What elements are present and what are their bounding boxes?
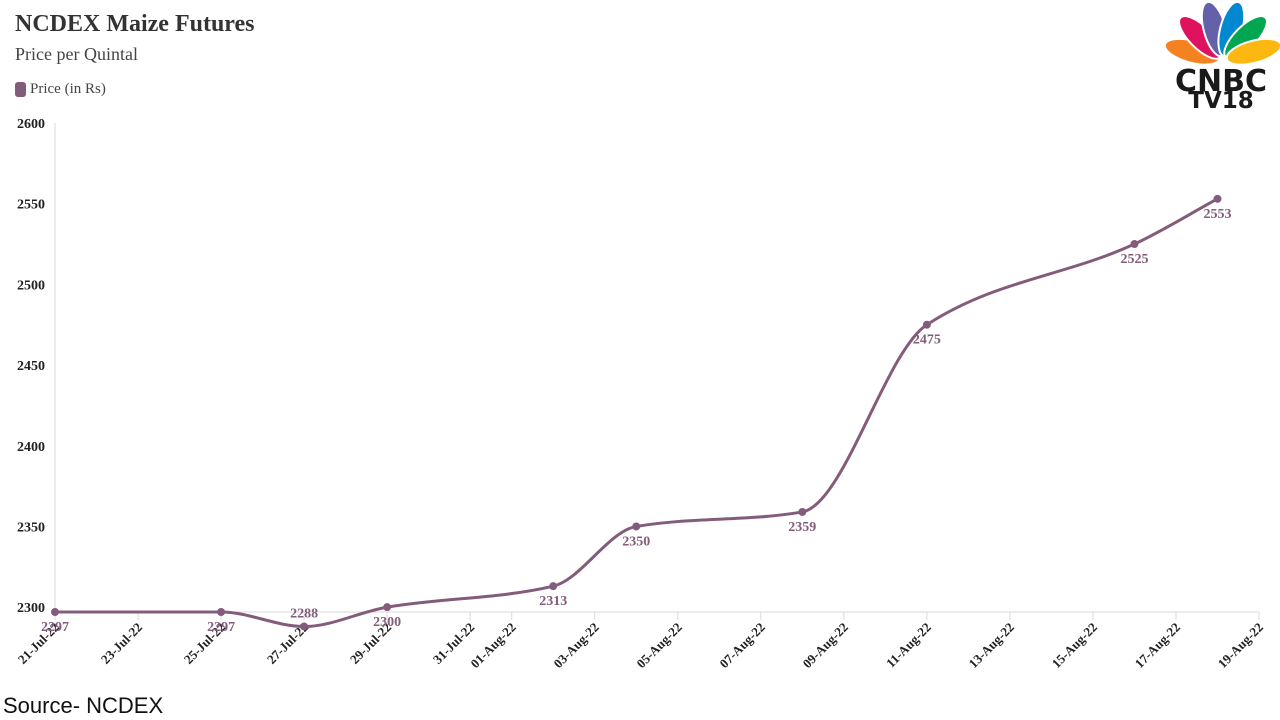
x-tick-label: 13-Aug-22 [966, 620, 1017, 671]
y-tick-label: 2400 [17, 440, 45, 455]
y-tick-label: 2600 [17, 117, 45, 132]
data-label: 2525 [1120, 252, 1148, 267]
data-point [632, 522, 641, 531]
logo-text-tv18: TV18 [1188, 88, 1254, 114]
data-label: 2297 [207, 620, 235, 635]
y-tick-label: 2550 [17, 198, 45, 213]
data-point [383, 603, 392, 612]
legend: Price (in Rs) [15, 81, 106, 98]
x-tick-label: 17-Aug-22 [1132, 620, 1183, 671]
x-tick-label: 23-Jul-22 [98, 620, 145, 667]
chart-title: NCDEX Maize Futures [15, 11, 255, 37]
data-label: 2288 [290, 607, 318, 622]
data-point [549, 582, 558, 591]
data-label: 2313 [539, 594, 567, 609]
data-label: 2297 [41, 620, 69, 635]
data-point [922, 320, 931, 329]
x-tick-label: 19-Aug-22 [1215, 620, 1266, 671]
data-point [217, 608, 226, 616]
cnbc-tv18-logo: CNBC TV18 [1162, 0, 1280, 114]
legend-swatch [15, 82, 26, 97]
x-tick-label: 11-Aug-22 [883, 620, 934, 671]
data-label: 2350 [622, 534, 650, 549]
data-point [51, 608, 59, 616]
x-tick-label: 01-Aug-22 [467, 620, 518, 671]
data-point [1130, 240, 1139, 249]
y-tick-label: 2500 [17, 278, 45, 293]
peacock-icon [1163, 0, 1280, 66]
data-point [300, 622, 309, 631]
x-tick-label: 09-Aug-22 [799, 620, 850, 671]
data-label: 2300 [373, 615, 401, 630]
y-tick-label: 2350 [17, 520, 45, 535]
chart-subtitle: Price per Quintal [15, 44, 138, 64]
data-label: 2359 [788, 520, 816, 535]
data-label: 2475 [913, 333, 941, 348]
data-point [1213, 194, 1222, 203]
y-tick-label: 2300 [17, 601, 45, 616]
data-label: 2553 [1203, 207, 1231, 222]
x-tick-label: 07-Aug-22 [716, 620, 767, 671]
data-point [798, 507, 807, 516]
logo-text-cnbc: CNBC [1174, 64, 1267, 99]
y-tick-label: 2450 [17, 359, 45, 374]
source-note: Source- NCDEX [3, 693, 164, 718]
legend-label: Price (in Rs) [30, 81, 106, 97]
x-tick-label: 05-Aug-22 [633, 620, 684, 671]
peacock-feather [1225, 37, 1280, 66]
x-tick-label: 15-Aug-22 [1049, 620, 1100, 671]
series-line [54, 197, 1219, 629]
x-tick-label: 03-Aug-22 [550, 620, 601, 671]
